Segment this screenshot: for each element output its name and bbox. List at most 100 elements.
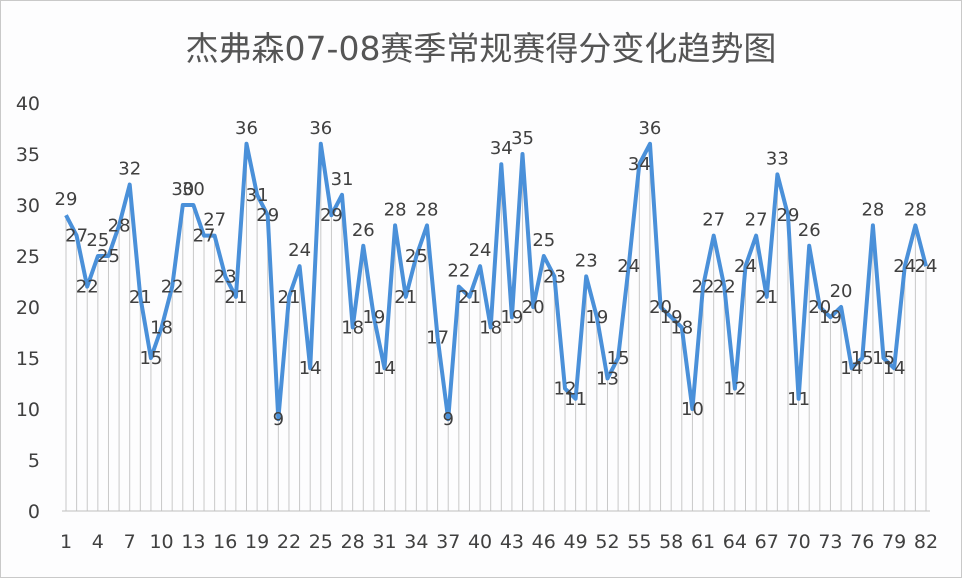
x-tick-label: 31 bbox=[372, 531, 396, 553]
x-tick-label: 52 bbox=[595, 531, 619, 553]
x-tick-label: 70 bbox=[786, 531, 810, 553]
x-tick-label: 46 bbox=[532, 531, 556, 553]
x-tick-label: 43 bbox=[500, 531, 524, 553]
data-label: 25 bbox=[405, 246, 428, 267]
data-label: 15 bbox=[607, 348, 630, 369]
data-label: 10 bbox=[681, 399, 704, 420]
y-tick-label: 10 bbox=[16, 399, 40, 421]
x-tick-label: 61 bbox=[691, 531, 715, 553]
data-label: 11 bbox=[787, 389, 810, 410]
y-tick-label: 15 bbox=[16, 348, 40, 370]
data-label: 34 bbox=[490, 138, 513, 159]
data-label: 31 bbox=[331, 169, 354, 190]
x-tick-label: 37 bbox=[436, 531, 460, 553]
x-tick-label: 79 bbox=[882, 531, 906, 553]
data-label: 26 bbox=[352, 220, 375, 241]
x-tick-label: 40 bbox=[468, 531, 492, 553]
data-label: 27 bbox=[65, 226, 88, 247]
data-label: 21 bbox=[394, 287, 417, 308]
data-label: 23 bbox=[543, 266, 566, 287]
data-label: 18 bbox=[150, 317, 173, 338]
data-label: 23 bbox=[575, 250, 598, 271]
data-label: 18 bbox=[341, 317, 364, 338]
data-label: 19 bbox=[585, 307, 608, 328]
x-tick-label: 82 bbox=[914, 531, 938, 553]
data-label: 27 bbox=[702, 210, 725, 231]
data-label: 35 bbox=[511, 128, 534, 149]
x-tick-label: 55 bbox=[627, 531, 651, 553]
y-tick-label: 35 bbox=[16, 144, 40, 166]
y-tick-label: 0 bbox=[28, 501, 40, 523]
data-label: 21 bbox=[129, 287, 152, 308]
data-label: 33 bbox=[766, 148, 789, 169]
data-label: 28 bbox=[861, 199, 884, 220]
x-tick-label: 22 bbox=[277, 531, 301, 553]
data-label: 24 bbox=[288, 240, 311, 261]
data-label: 9 bbox=[442, 409, 453, 430]
data-label: 12 bbox=[554, 379, 577, 400]
x-tick-label: 73 bbox=[818, 531, 842, 553]
data-label: 29 bbox=[55, 189, 78, 210]
data-label: 28 bbox=[384, 199, 407, 220]
data-label: 20 bbox=[830, 281, 853, 302]
data-label: 29 bbox=[256, 205, 279, 226]
data-label: 14 bbox=[840, 358, 863, 379]
data-label: 32 bbox=[118, 159, 141, 180]
y-tick-label: 40 bbox=[16, 93, 40, 115]
data-label: 21 bbox=[458, 287, 481, 308]
data-label: 22 bbox=[161, 277, 184, 298]
data-label: 21 bbox=[224, 287, 247, 308]
data-label: 19 bbox=[819, 307, 842, 328]
x-tick-label: 19 bbox=[245, 531, 269, 553]
data-label: 18 bbox=[670, 317, 693, 338]
data-label: 24 bbox=[617, 256, 640, 277]
data-label: 25 bbox=[532, 230, 555, 251]
data-label: 15 bbox=[872, 348, 895, 369]
data-label: 15 bbox=[851, 348, 874, 369]
data-label: 25 bbox=[86, 230, 109, 251]
data-label: 24 bbox=[469, 240, 492, 261]
data-label: 19 bbox=[660, 307, 683, 328]
data-label: 28 bbox=[904, 199, 927, 220]
data-label: 19 bbox=[362, 307, 385, 328]
data-label: 21 bbox=[278, 287, 301, 308]
y-tick-label: 5 bbox=[28, 450, 40, 472]
x-tick-label: 67 bbox=[755, 531, 779, 553]
data-label: 15 bbox=[139, 348, 162, 369]
data-label: 20 bbox=[649, 297, 672, 318]
x-tick-label: 13 bbox=[181, 531, 205, 553]
data-label: 22 bbox=[692, 277, 715, 298]
data-label: 36 bbox=[235, 118, 258, 139]
x-tick-label: 4 bbox=[92, 531, 104, 553]
data-label: 27 bbox=[203, 210, 226, 231]
data-label: 19 bbox=[500, 307, 523, 328]
y-tick-label: 20 bbox=[16, 297, 40, 319]
data-label: 24 bbox=[893, 256, 916, 277]
data-label: 20 bbox=[522, 297, 545, 318]
data-label: 24 bbox=[734, 256, 757, 277]
data-label: 17 bbox=[426, 328, 449, 349]
data-label: 29 bbox=[320, 205, 343, 226]
data-label: 21 bbox=[755, 287, 778, 308]
data-label: 31 bbox=[246, 185, 269, 206]
data-label: 20 bbox=[808, 297, 831, 318]
data-label: 26 bbox=[798, 220, 821, 241]
data-label: 34 bbox=[628, 154, 651, 175]
data-label: 18 bbox=[479, 317, 502, 338]
data-label: 11 bbox=[564, 389, 587, 410]
data-label: 14 bbox=[373, 358, 396, 379]
chart-title: 杰弗森07-08赛季常规赛得分变化趋势图 bbox=[185, 29, 777, 68]
data-label: 36 bbox=[638, 118, 661, 139]
x-tick-label: 64 bbox=[723, 531, 747, 553]
x-tick-label: 16 bbox=[213, 531, 237, 553]
data-label: 30 bbox=[182, 179, 205, 200]
data-label: 28 bbox=[108, 215, 131, 236]
data-label: 30 bbox=[171, 179, 194, 200]
x-tick-label: 25 bbox=[309, 531, 333, 553]
x-tick-label: 28 bbox=[341, 531, 365, 553]
data-label: 22 bbox=[713, 277, 736, 298]
data-label: 9 bbox=[273, 409, 284, 430]
y-tick-label: 30 bbox=[16, 195, 40, 217]
